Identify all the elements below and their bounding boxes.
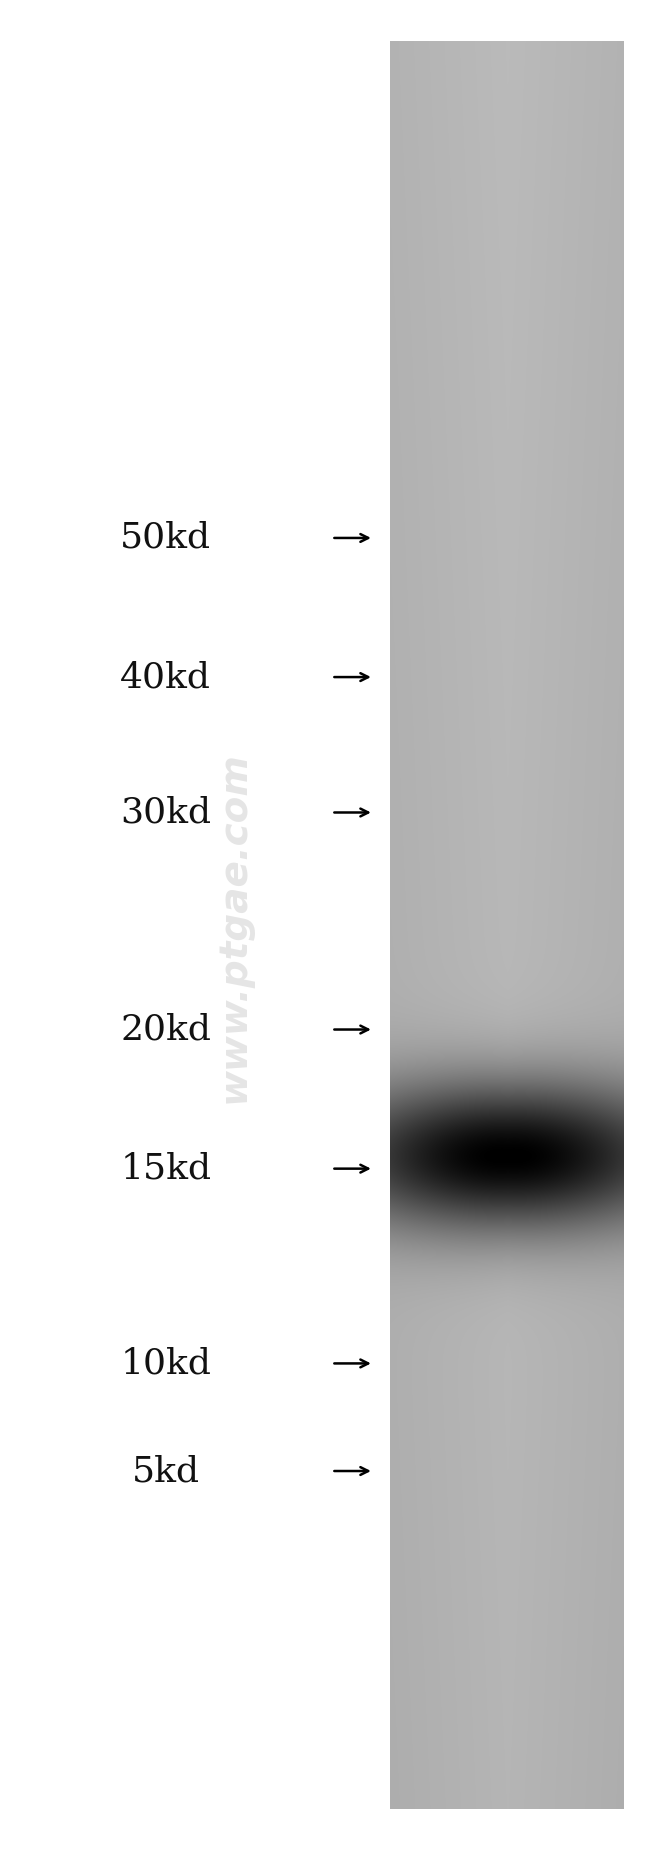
Text: 40kd: 40kd [120,660,211,694]
Text: 10kd: 10kd [120,1347,211,1380]
Text: www.ptgae.com: www.ptgae.com [215,751,253,1104]
Text: 50kd: 50kd [120,521,211,555]
Text: 30kd: 30kd [120,796,211,829]
Text: 15kd: 15kd [120,1152,211,1185]
Text: 5kd: 5kd [132,1454,200,1488]
Text: 20kd: 20kd [120,1013,211,1046]
